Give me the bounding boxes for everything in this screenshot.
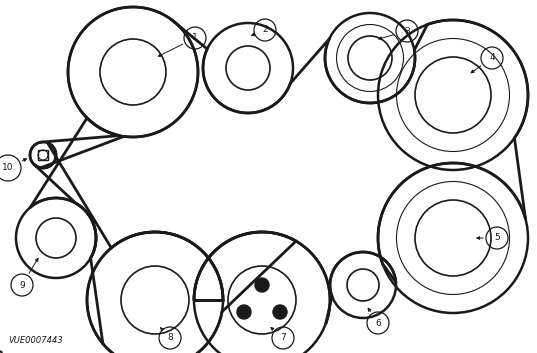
Text: 10: 10 [2, 163, 14, 173]
Text: 6: 6 [375, 318, 381, 328]
Circle shape [237, 305, 251, 319]
Text: 3: 3 [404, 26, 410, 36]
Text: 7: 7 [280, 334, 286, 342]
Circle shape [273, 305, 287, 319]
Text: 4: 4 [489, 54, 495, 62]
Text: 1: 1 [192, 34, 198, 42]
Circle shape [255, 278, 269, 292]
Text: 9: 9 [19, 281, 25, 289]
Text: 2: 2 [262, 25, 268, 35]
Text: VUE0007443: VUE0007443 [8, 336, 63, 345]
Bar [38, 150, 48, 160]
Text: 8: 8 [167, 334, 173, 342]
Text: 5: 5 [494, 233, 500, 243]
